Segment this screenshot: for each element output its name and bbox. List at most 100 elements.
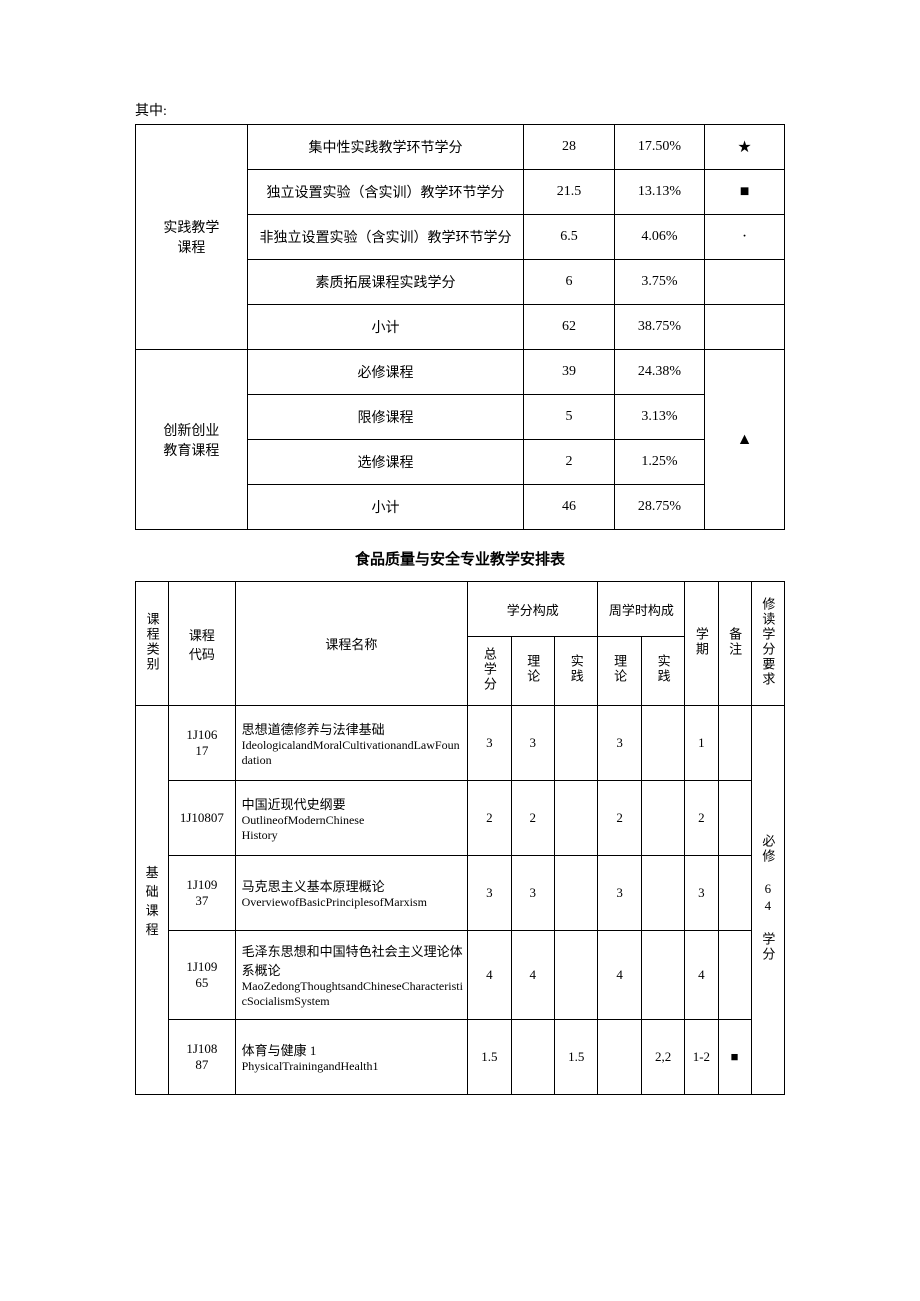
row-percent: 3.75% [614,260,704,305]
cell-note [718,931,751,1020]
cell-c-practice [554,856,597,931]
cell-c-theory: 3 [511,856,554,931]
row-mark: ★ [705,125,785,170]
cell-code: 1J10965 [169,931,235,1020]
summary-table: 实践教学课程集中性实践教学环节学分2817.50%★独立设置实验（含实训）教学环… [135,124,785,530]
cell-c-practice [554,931,597,1020]
row-value: 6 [524,260,614,305]
cell-name: 中国近现代史纲要OutlineofModernChineseHistory [235,781,468,856]
hdr-semester: 学期 [685,582,718,706]
row-percent: 24.38% [614,350,704,395]
table-row: 1J10965毛泽东思想和中国特色社会主义理论体系概论MaoZedongThou… [136,931,785,1020]
cell-c-theory: 2 [511,781,554,856]
cell-w-theory: 3 [598,706,641,781]
header-row: 课程类别课程代码课程名称学分构成周学时构成学期备注修读学分要求 [136,582,785,637]
row-value: 28 [524,125,614,170]
row-label: 素质拓展课程实践学分 [247,260,524,305]
row-value: 46 [524,485,614,530]
row-label: 集中性实践教学环节学分 [247,125,524,170]
cell-w-theory: 3 [598,856,641,931]
cell-w-theory: 4 [598,931,641,1020]
hdr-w-theory: 理论 [598,637,641,706]
cell-code: 1J10937 [169,856,235,931]
prelabel: 其中: [135,100,785,120]
row-percent: 17.50% [614,125,704,170]
cell-w-practice [641,706,684,781]
cell-w-theory: 2 [598,781,641,856]
hdr-total-credit: 总学分 [468,637,511,706]
row-label: 非独立设置实验（含实训）教学环节学分 [247,215,524,260]
row-value: 21.5 [524,170,614,215]
row-mark: · [705,215,785,260]
cell-c-theory: 4 [511,931,554,1020]
table-row: 实践教学课程集中性实践教学环节学分2817.50%★ [136,125,785,170]
hdr-requirement: 修读学分要求 [751,582,784,706]
row-mark [705,305,785,350]
table-row: 1J10807中国近现代史纲要OutlineofModernChineseHis… [136,781,785,856]
cell-w-theory [598,1020,641,1095]
cell-semester: 1-2 [685,1020,718,1095]
cell-total: 1.5 [468,1020,511,1095]
hdr-w-practice: 实践 [641,637,684,706]
row-label: 选修课程 [247,440,524,485]
row-percent: 4.06% [614,215,704,260]
cell-name: 毛泽东思想和中国特色社会主义理论体系概论MaoZedongThoughtsand… [235,931,468,1020]
cell-semester: 1 [685,706,718,781]
cell-c-practice [554,781,597,856]
cell-c-practice [554,706,597,781]
cell-total: 2 [468,781,511,856]
category-cell: 基础课程 [136,706,169,1095]
cell-code: 1J10887 [169,1020,235,1095]
row-label: 小计 [247,305,524,350]
row-percent: 28.75% [614,485,704,530]
row-value: 6.5 [524,215,614,260]
cell-total: 4 [468,931,511,1020]
cell-semester: 2 [685,781,718,856]
cell-name: 思想道德修养与法律基础IdeologicalandMoralCultivatio… [235,706,468,781]
cell-code: 1J10807 [169,781,235,856]
row-percent: 13.13% [614,170,704,215]
row-label: 限修课程 [247,395,524,440]
row-label: 小计 [247,485,524,530]
schedule-table: 课程类别课程代码课程名称学分构成周学时构成学期备注修读学分要求总学分理论实践理论… [135,581,785,1095]
hdr-course-type: 课程类别 [136,582,169,706]
cell-w-practice [641,856,684,931]
cell-w-practice [641,781,684,856]
section-title: 食品质量与安全专业教学安排表 [135,548,785,569]
hdr-c-practice: 实践 [554,637,597,706]
hdr-weekly-group: 周学时构成 [598,582,685,637]
cell-c-theory [511,1020,554,1095]
row-value: 5 [524,395,614,440]
table-row: 基础课程1J10617思想道德修养与法律基础IdeologicalandMora… [136,706,785,781]
row-label: 独立设置实验（含实训）教学环节学分 [247,170,524,215]
cell-note [718,781,751,856]
hdr-note: 备注 [718,582,751,706]
cell-total: 3 [468,856,511,931]
cell-c-theory: 3 [511,706,554,781]
hdr-course-name: 课程名称 [235,582,468,706]
hdr-course-code: 课程代码 [169,582,235,706]
row-percent: 1.25% [614,440,704,485]
table-row: 1J10937马克思主义基本原理概论OverviewofBasicPrincip… [136,856,785,931]
cell-name: 体育与健康 1PhysicalTrainingandHealth1 [235,1020,468,1095]
category-cell: 创新创业教育课程 [136,350,248,530]
table-row: 创新创业教育课程必修课程3924.38%▲ [136,350,785,395]
cell-w-practice: 2,2 [641,1020,684,1095]
cell-c-practice: 1.5 [554,1020,597,1095]
cell-total: 3 [468,706,511,781]
table-row: 1J10887体育与健康 1PhysicalTrainingandHealth1… [136,1020,785,1095]
row-label: 必修课程 [247,350,524,395]
cell-code: 1J10617 [169,706,235,781]
row-value: 62 [524,305,614,350]
category-cell: 实践教学课程 [136,125,248,350]
cell-note: ■ [718,1020,751,1095]
row-percent: 3.13% [614,395,704,440]
cell-note [718,706,751,781]
group-mark: ▲ [705,350,785,530]
hdr-c-theory: 理论 [511,637,554,706]
cell-w-practice [641,931,684,1020]
cell-note [718,856,751,931]
cell-name: 马克思主义基本原理概论OverviewofBasicPrinciplesofMa… [235,856,468,931]
row-value: 39 [524,350,614,395]
hdr-credit-group: 学分构成 [468,582,598,637]
